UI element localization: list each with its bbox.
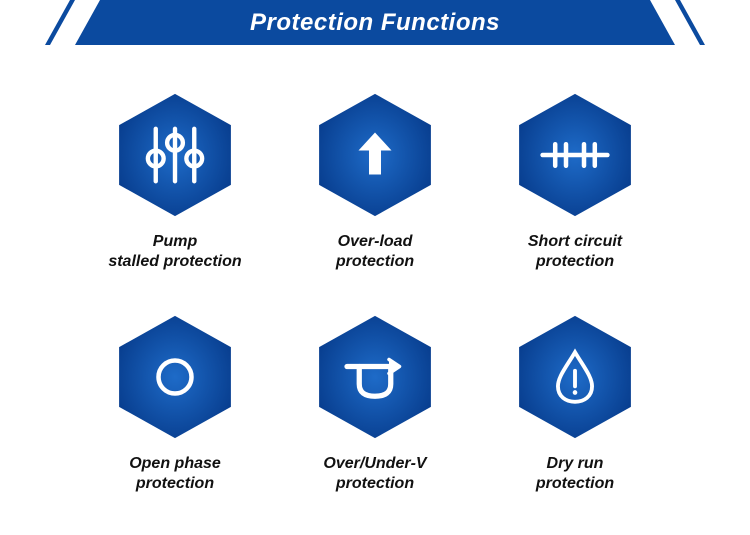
hex-overload <box>310 90 440 220</box>
header-banner: Protection Functions <box>0 0 750 45</box>
item-label: Over-load protection <box>336 232 414 272</box>
header-stripe-left <box>0 0 120 45</box>
hex-open-phase <box>110 312 240 442</box>
item-pump-stalled: Pump stalled protection <box>95 90 255 272</box>
protection-grid: Pump stalled protection Over-load protec… <box>0 45 750 524</box>
u-arrow-icon <box>335 337 415 417</box>
item-over-under-v: Over/Under-V protection <box>295 312 455 494</box>
item-label: Short circuit protection <box>528 232 622 272</box>
sliders-icon <box>135 115 215 195</box>
item-overload: Over-load protection <box>295 90 455 272</box>
fuse-icon <box>535 115 615 195</box>
item-dry-run: Dry run protection <box>495 312 655 494</box>
item-label: Dry run protection <box>536 454 614 494</box>
hex-pump-stalled <box>110 90 240 220</box>
item-label: Pump stalled protection <box>108 232 241 272</box>
circle-icon <box>135 337 215 417</box>
hex-over-under-v <box>310 312 440 442</box>
item-short-circuit: Short circuit protection <box>495 90 655 272</box>
page-title: Protection Functions <box>250 9 500 37</box>
hex-short-circuit <box>510 90 640 220</box>
drop-alert-icon <box>535 337 615 417</box>
item-label: Open phase protection <box>129 454 221 494</box>
item-label: Over/Under-V protection <box>323 454 426 494</box>
header-stripe-right <box>630 0 750 45</box>
item-open-phase: Open phase protection <box>95 312 255 494</box>
hex-dry-run <box>510 312 640 442</box>
arrow-up-icon <box>335 115 415 195</box>
